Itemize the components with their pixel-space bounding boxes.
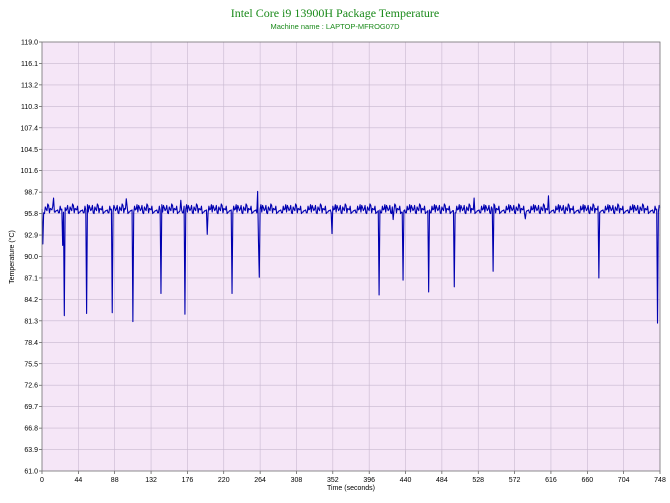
y-tick-label: 72.6 xyxy=(24,383,38,390)
x-tick-label: 572 xyxy=(509,477,521,484)
x-tick-label: 264 xyxy=(254,477,266,484)
x-tick-label: 88 xyxy=(111,477,119,484)
y-tick-label: 113.2 xyxy=(21,82,38,89)
grid xyxy=(41,41,661,472)
y-tick-label: 61.0 xyxy=(24,469,38,476)
x-tick-label: 660 xyxy=(581,477,593,484)
y-tick-label: 84.2 xyxy=(24,297,38,304)
x-axis-label: Time (seconds) xyxy=(327,485,375,492)
y-tick-label: 107.4 xyxy=(20,125,38,132)
y-tick-label: 66.8 xyxy=(24,426,38,433)
axis-ticks: 61.0 63.9 66.8 69.7 72.6 75.5 78.4 81.3 84.2 87.1… xyxy=(20,40,665,485)
x-tick-label: 704 xyxy=(618,477,630,484)
chart-subtitle: Machine name : LAPTOP-MFROG07D xyxy=(270,22,400,31)
x-tick-label: 440 xyxy=(400,477,412,484)
x-tick-label: 396 xyxy=(363,477,375,484)
x-tick-label: 352 xyxy=(327,477,339,484)
x-tick-label: 528 xyxy=(472,477,484,484)
y-tick-label: 110.3 xyxy=(21,104,38,111)
x-tick-label: 308 xyxy=(291,477,303,484)
chart-title: Intel Core i9 13900H Package Temperature xyxy=(231,6,440,20)
plot-border xyxy=(41,41,661,472)
x-tick-label: 484 xyxy=(436,477,448,484)
y-tick-label: 78.4 xyxy=(24,340,38,347)
y-tick-label: 98.7 xyxy=(24,190,38,197)
y-tick-label: 101.6 xyxy=(20,168,38,175)
x-tick-label: 176 xyxy=(182,477,194,484)
y-tick-label: 81.3 xyxy=(24,318,38,325)
x-tick-label: 0 xyxy=(40,477,44,484)
y-axis-label: Temperature (°C) xyxy=(8,230,16,284)
y-tick-label: 69.7 xyxy=(24,404,38,411)
y-tick-label: 63.9 xyxy=(24,447,38,454)
x-tick-label: 132 xyxy=(145,477,157,484)
x-tick-label: 748 xyxy=(654,477,666,484)
y-tick-label: 75.5 xyxy=(24,361,38,368)
y-tick-label: 119.0 xyxy=(21,40,38,47)
y-tick-label: 92.9 xyxy=(24,233,38,240)
y-tick-label: 87.1 xyxy=(24,275,38,282)
series-line xyxy=(41,190,661,324)
x-tick-label: 44 xyxy=(74,477,82,484)
x-tick-label: 616 xyxy=(545,477,557,484)
y-tick-label: 104.5 xyxy=(20,147,38,154)
y-tick-label: 95.8 xyxy=(24,211,38,218)
y-tick-label: 90.0 xyxy=(24,254,38,261)
y-tick-label: 116.1 xyxy=(21,61,38,68)
x-tick-label: 220 xyxy=(218,477,230,484)
